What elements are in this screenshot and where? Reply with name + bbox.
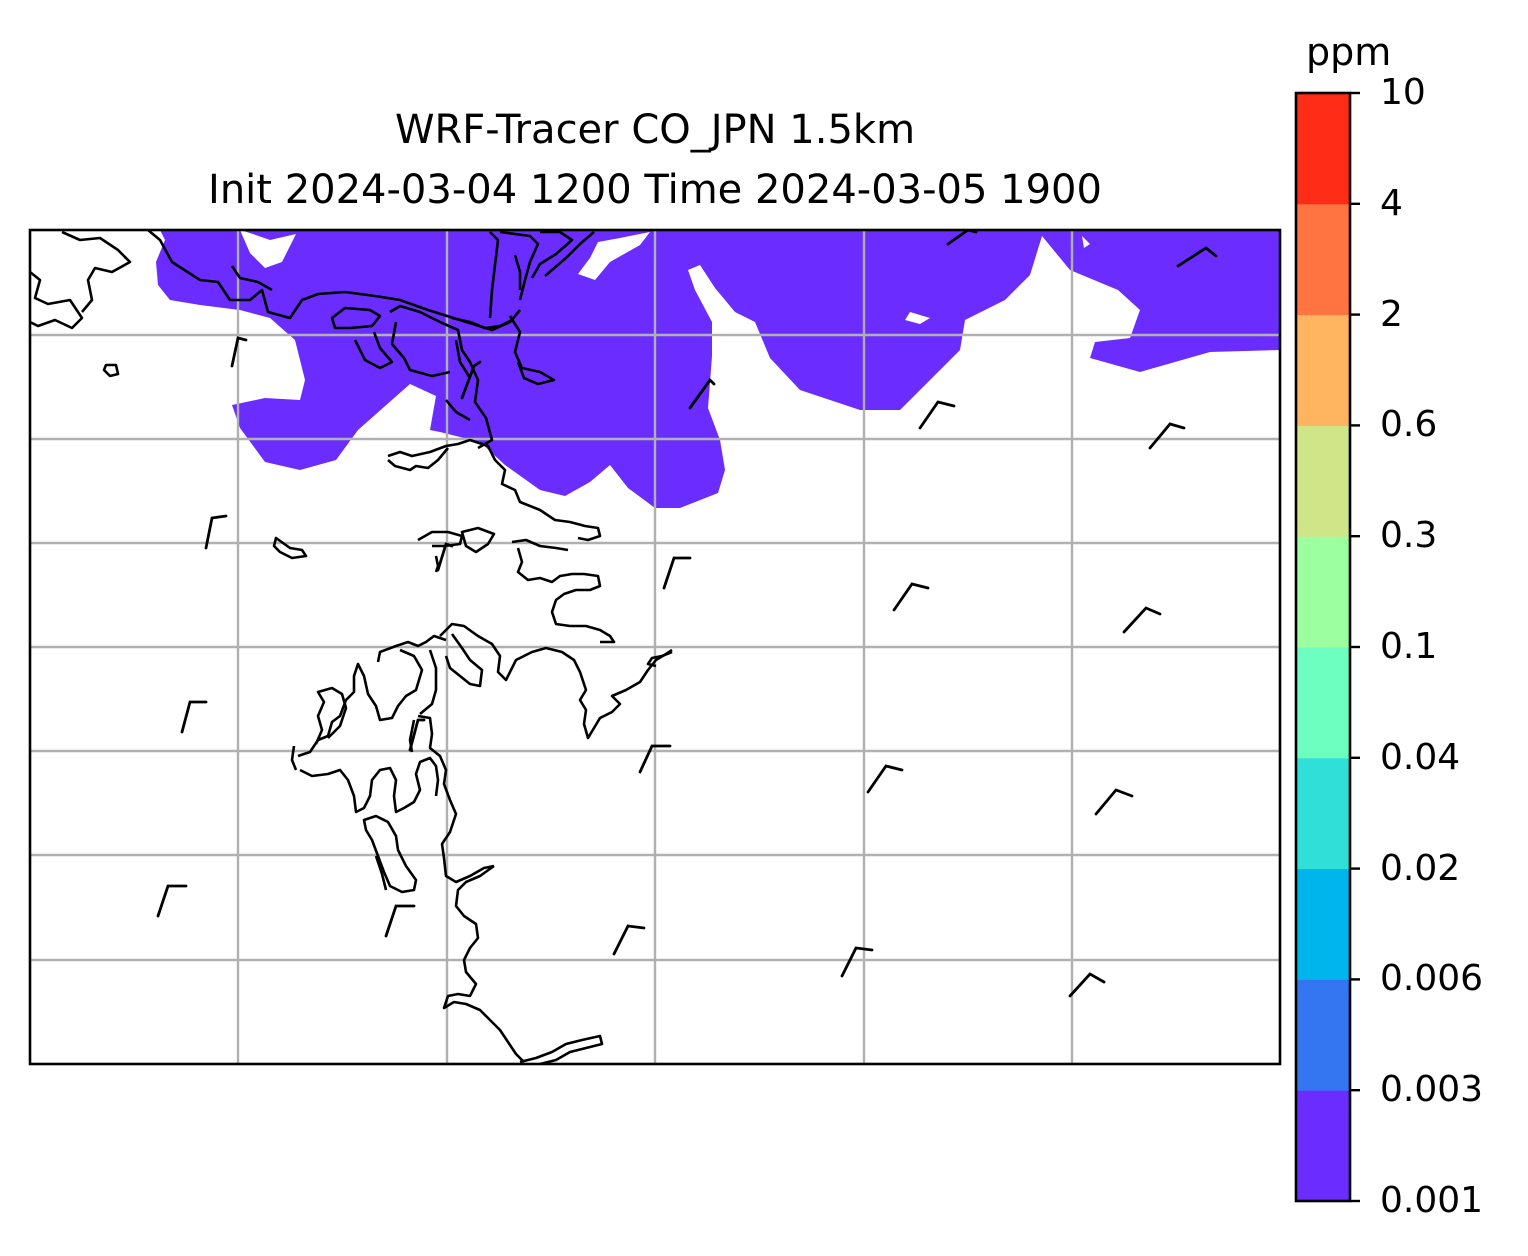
coastline [530,230,574,279]
wind-barb [866,764,904,794]
coastline [376,634,447,663]
colorbar-segment [1296,757,1350,870]
wind-barb [612,924,646,956]
coastline [30,270,84,330]
colorbar-tick-label: 0.006 [1380,958,1484,1000]
colorbar-tick-label: 0.02 [1380,847,1461,889]
coastline [511,538,569,552]
wind-barb [1148,422,1186,450]
colorbar-segment [1296,536,1350,648]
wind-barb [688,377,716,410]
map-frame [28,228,1282,1066]
coastline [387,447,449,472]
colorbar-segment [1296,647,1350,759]
coastline [488,231,500,319]
coastline [419,649,438,715]
wind-barb [918,400,956,430]
chart-title-line1: WRF-Tracer CO_JPN 1.5km [394,107,916,153]
coastline [330,306,382,330]
coastline [417,714,495,884]
coastlines [30,230,673,1064]
wind-barb [156,884,188,918]
coastline [646,650,673,668]
wind-barb [180,700,208,734]
wind-barbs [156,230,1218,998]
colorbar-unit-label: ppm [1306,30,1392,74]
coastline [290,745,298,771]
colorbar-segment [1296,425,1350,537]
colorbar-tick-label: 0.04 [1380,736,1461,778]
coastline [445,399,471,422]
coastline [454,339,472,379]
colorbar-tick-label: 0.001 [1380,1180,1484,1221]
coastline [499,230,540,301]
colorbar-tick-label: 4 [1380,182,1403,224]
coastline [272,536,308,560]
tracer-filled-contour [156,230,1280,508]
colorbar-tick-label: 0.003 [1380,1069,1484,1111]
tracer-region [156,230,1280,508]
wind-barb [204,514,228,550]
wind-barb [1068,972,1106,998]
colorbar-tick-label: 2 [1380,293,1403,335]
chart-title-line2: Init 2024-03-04 1200 Time 2024-03-05 190… [208,167,1102,213]
wind-barb [638,744,672,774]
colorbar-tick-label: 0.3 [1380,515,1438,557]
coastline [516,547,616,644]
coastline [102,363,120,378]
coastline [390,321,451,378]
coastline [389,304,494,450]
wind-barb [840,946,874,978]
coastline [61,230,132,313]
wind-barb [230,336,248,368]
wind-barb [436,542,454,572]
wind-barb [1094,788,1134,816]
coastline [230,265,273,292]
wind-barb [892,582,930,612]
coastline [297,648,424,758]
wind-barb [1176,246,1218,268]
coastline [314,686,348,745]
colorbar-segment [1296,1090,1350,1202]
coastline [460,526,496,554]
colorbar-ticks [1350,91,1360,1203]
coastline [513,254,522,290]
wind-barb [946,230,978,246]
wind-barb [1122,606,1162,634]
coastline [544,231,595,277]
colorbar-tick-label: 10 [1380,72,1426,113]
coastline [508,315,556,386]
colorbar-tick-label: 0.1 [1380,626,1438,667]
colorbar-segment [1296,868,1350,980]
coastline [444,633,484,688]
coastline [442,864,525,1063]
coastline [387,438,602,542]
wind-barb [384,904,416,938]
map-gridlines [30,230,1280,1064]
colorbar-segment [1296,203,1350,316]
colorbar-tick-label: 0.6 [1380,404,1438,446]
coastline [362,814,418,894]
coastline [519,1034,604,1064]
colorbar-segment [1296,93,1350,205]
wind-barb [408,718,426,752]
colorbar-segment [1296,314,1350,426]
coastline [299,756,440,814]
colorbar [1296,93,1350,1202]
colorbar-segment [1296,979,1350,1091]
wind-barb [662,556,692,590]
coastline [451,316,513,330]
coastline [439,622,673,740]
coastline [374,855,388,891]
wind-barb [460,360,482,400]
coastline [353,331,394,370]
